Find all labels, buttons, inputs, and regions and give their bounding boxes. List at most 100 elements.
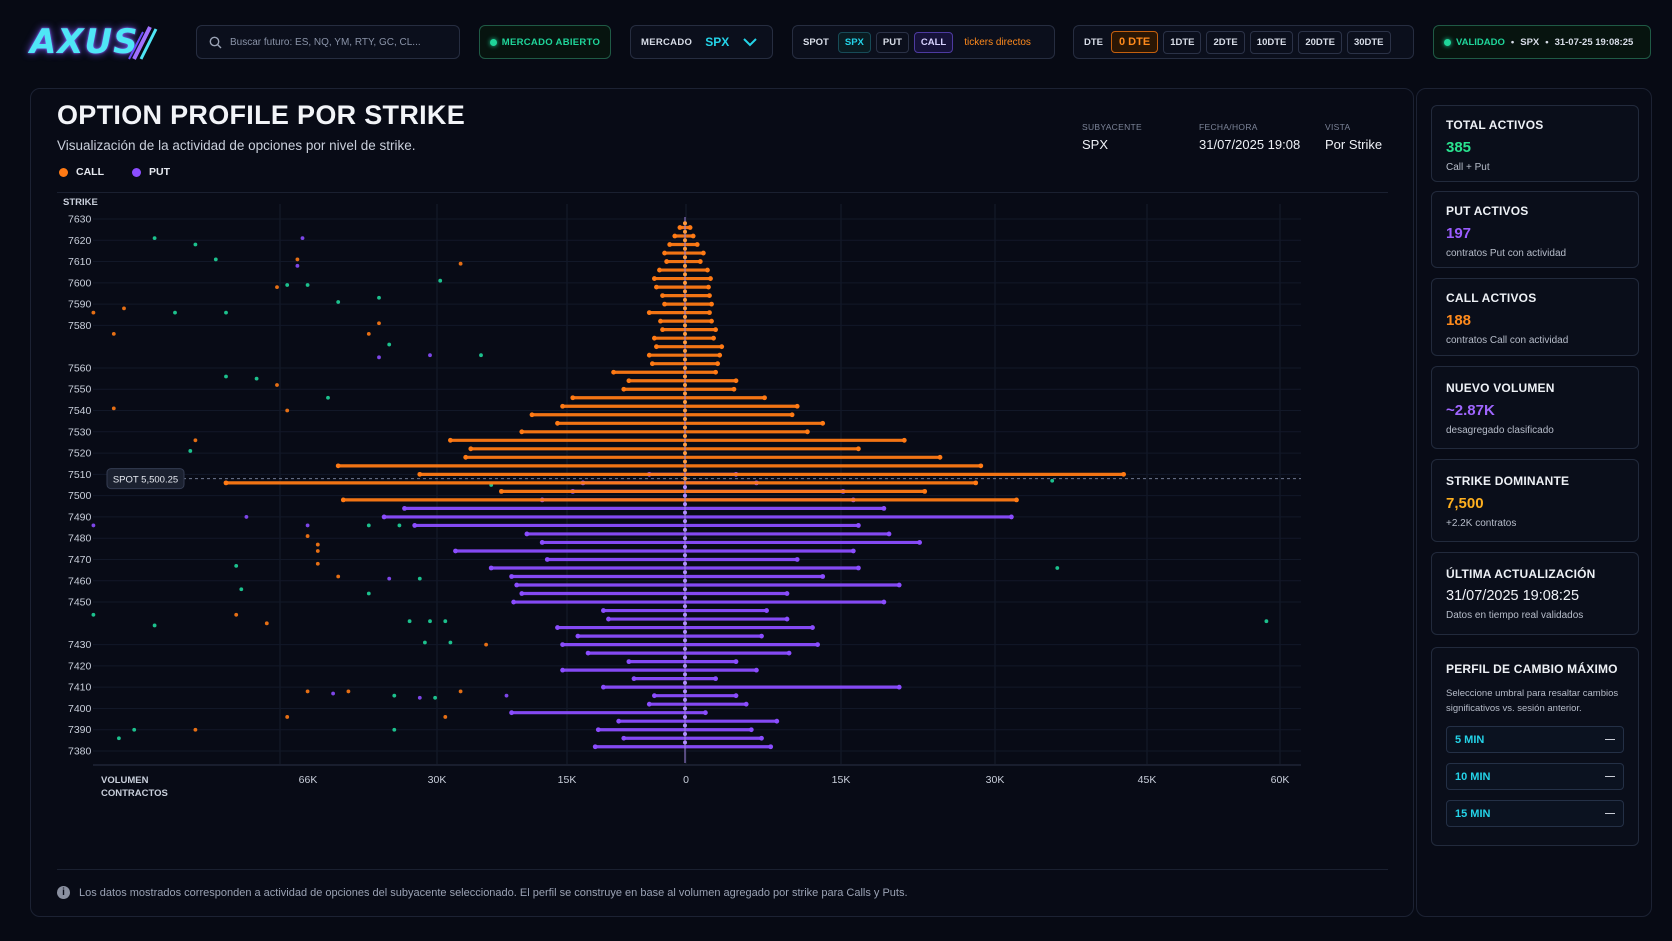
threshold-option-5min[interactable]: 5 MIN <box>1446 726 1624 753</box>
call-bar-end <box>789 412 795 418</box>
zero-axis-dot <box>683 493 687 498</box>
app-logo[interactable]: AXUS <box>30 22 139 62</box>
market-select[interactable]: MERCADO SPX <box>630 25 773 59</box>
option-profile-chart[interactable]: STRIKE 7630 7620 7610 7600 7590 7580 7560 7550 75… <box>31 89 1415 869</box>
dte-option-30dte[interactable]: 30DTE <box>1346 30 1391 54</box>
zero-axis-dot <box>683 374 687 379</box>
scatter-point <box>423 640 427 645</box>
scatter-point <box>213 257 218 262</box>
put-bar-end <box>514 582 520 588</box>
call-bar-end <box>335 463 341 469</box>
scatter-point <box>275 285 279 289</box>
card-sub: contratos Call con actividad <box>1446 335 1569 346</box>
zero-axis-dot <box>683 314 687 319</box>
put-bar-end <box>784 616 790 622</box>
scatter-point <box>295 257 300 262</box>
card-title: CALL ACTIVOS <box>1446 291 1537 305</box>
scatter-point <box>224 310 228 315</box>
divider <box>57 192 1388 193</box>
zero-axis-dot <box>683 280 687 285</box>
legend-item-put[interactable]: PUT <box>132 166 170 178</box>
call-bar-end <box>937 454 943 460</box>
dte-option-20dte[interactable]: 20DTE <box>1298 30 1342 54</box>
call-bar-end <box>707 310 712 316</box>
ticker-chip-put[interactable]: PUT <box>875 31 909 53</box>
threshold-label: 5 MIN <box>1455 733 1485 746</box>
put-bar-end <box>453 548 458 554</box>
call-bar-end <box>694 242 700 247</box>
call-bar-end <box>611 369 616 375</box>
y-tick-label: 7530 <box>68 426 92 438</box>
scatter-point <box>285 283 290 287</box>
scatter-point <box>336 300 341 304</box>
zero-axis-dot <box>683 723 687 728</box>
put-bar-end <box>850 548 856 554</box>
y-tick-label: 7470 <box>68 554 92 566</box>
ticker-group: SPOT SPX PUT CALL tickers directos <box>792 25 1055 59</box>
scatter-point <box>295 263 300 268</box>
scatter-point <box>1050 478 1055 483</box>
option-profile-panel: OPTION PROFILE POR STRIKE Visualización … <box>30 88 1414 917</box>
put-bar-end <box>784 591 790 596</box>
scatter-point <box>305 689 310 694</box>
threshold-option-10min[interactable]: 10 MIN <box>1446 763 1624 790</box>
put-bar-end <box>1009 514 1014 520</box>
search-input[interactable]: Buscar futuro: ES, NQ, YM, RTY, GC, CL..… <box>196 25 460 59</box>
zero-axis-dot <box>683 476 687 481</box>
put-bar-end <box>774 718 780 724</box>
validation-timestamp: 31-07-25 19:08:25 <box>1554 36 1634 48</box>
x-tick-label: 15K <box>832 774 851 786</box>
minus-icon <box>1605 738 1615 741</box>
zero-axis-dot <box>683 706 687 711</box>
threshold-description: Seleccione umbral para resaltar cambios … <box>1446 688 1619 714</box>
legend-item-call[interactable]: CALL <box>59 166 104 178</box>
divider <box>57 869 1388 870</box>
zero-axis-dot <box>683 638 687 643</box>
call-bar-end <box>794 403 800 409</box>
call-bar-end <box>652 276 657 281</box>
stats-sidebar: TOTAL ACTIVOS 385 Call + Put PUT ACTIVOS… <box>1416 88 1652 917</box>
scatter-point <box>438 278 443 283</box>
dte-option-1dte[interactable]: 1DTE <box>1163 30 1202 54</box>
x-tick-label: 0 <box>683 774 689 786</box>
card-sub: +2.2K contratos <box>1446 518 1517 529</box>
put-bar-end <box>560 642 565 647</box>
market-label: MERCADO <box>641 36 693 48</box>
scatter-point <box>111 406 116 411</box>
ticker-chip-call[interactable]: CALL <box>913 31 954 53</box>
scatter-point <box>428 619 432 624</box>
card-value: ~2.87K <box>1446 402 1495 419</box>
scatter-point <box>504 693 509 698</box>
panel-title: OPTION PROFILE POR STRIKE <box>57 100 466 130</box>
ticker-group-label: SPOT <box>803 36 829 48</box>
footnote-text: Los datos mostrados corresponden a activ… <box>79 886 908 899</box>
card-perfil-cambio: PERFIL DE CAMBIO MÁXIMO Seleccione umbra… <box>1431 647 1639 846</box>
meta-view: VISTA Por Strike <box>1325 122 1382 152</box>
call-bar-end <box>715 361 721 367</box>
scatter-point <box>448 640 453 645</box>
put-bar-end <box>886 531 892 537</box>
scatter-point <box>387 576 392 581</box>
put-bar-end <box>592 744 598 750</box>
dte-option-2dte[interactable]: 2DTE <box>1206 30 1245 54</box>
dte-option-0dte[interactable]: 0 DTE <box>1111 31 1159 53</box>
zero-axis-dot <box>683 646 687 651</box>
card-strike-dominante: STRIKE DOMINANTE 7,500 +2.2K contratos <box>1431 459 1639 542</box>
dte-option-10dte[interactable]: 10DTE <box>1249 30 1294 54</box>
scatter-point <box>336 574 341 579</box>
ticker-chip-spx[interactable]: SPX <box>837 31 871 53</box>
zero-axis-dot <box>683 323 687 328</box>
call-bar-end <box>733 378 739 384</box>
put-bar-end <box>652 693 657 699</box>
put-bar-end <box>768 744 774 750</box>
tickers-direct-link[interactable]: tickers directos <box>964 36 1031 48</box>
scatter-point <box>397 523 402 528</box>
zero-axis-dot <box>683 391 687 396</box>
zero-axis-dot <box>683 663 687 668</box>
call-bar-end <box>713 369 718 375</box>
threshold-option-15min[interactable]: 15 MIN <box>1446 800 1624 827</box>
y-tick-label: 7610 <box>68 256 92 268</box>
y-tick-label: 7560 <box>68 362 92 374</box>
y-tick-label: 7400 <box>68 703 92 715</box>
scatter-point <box>275 383 279 387</box>
